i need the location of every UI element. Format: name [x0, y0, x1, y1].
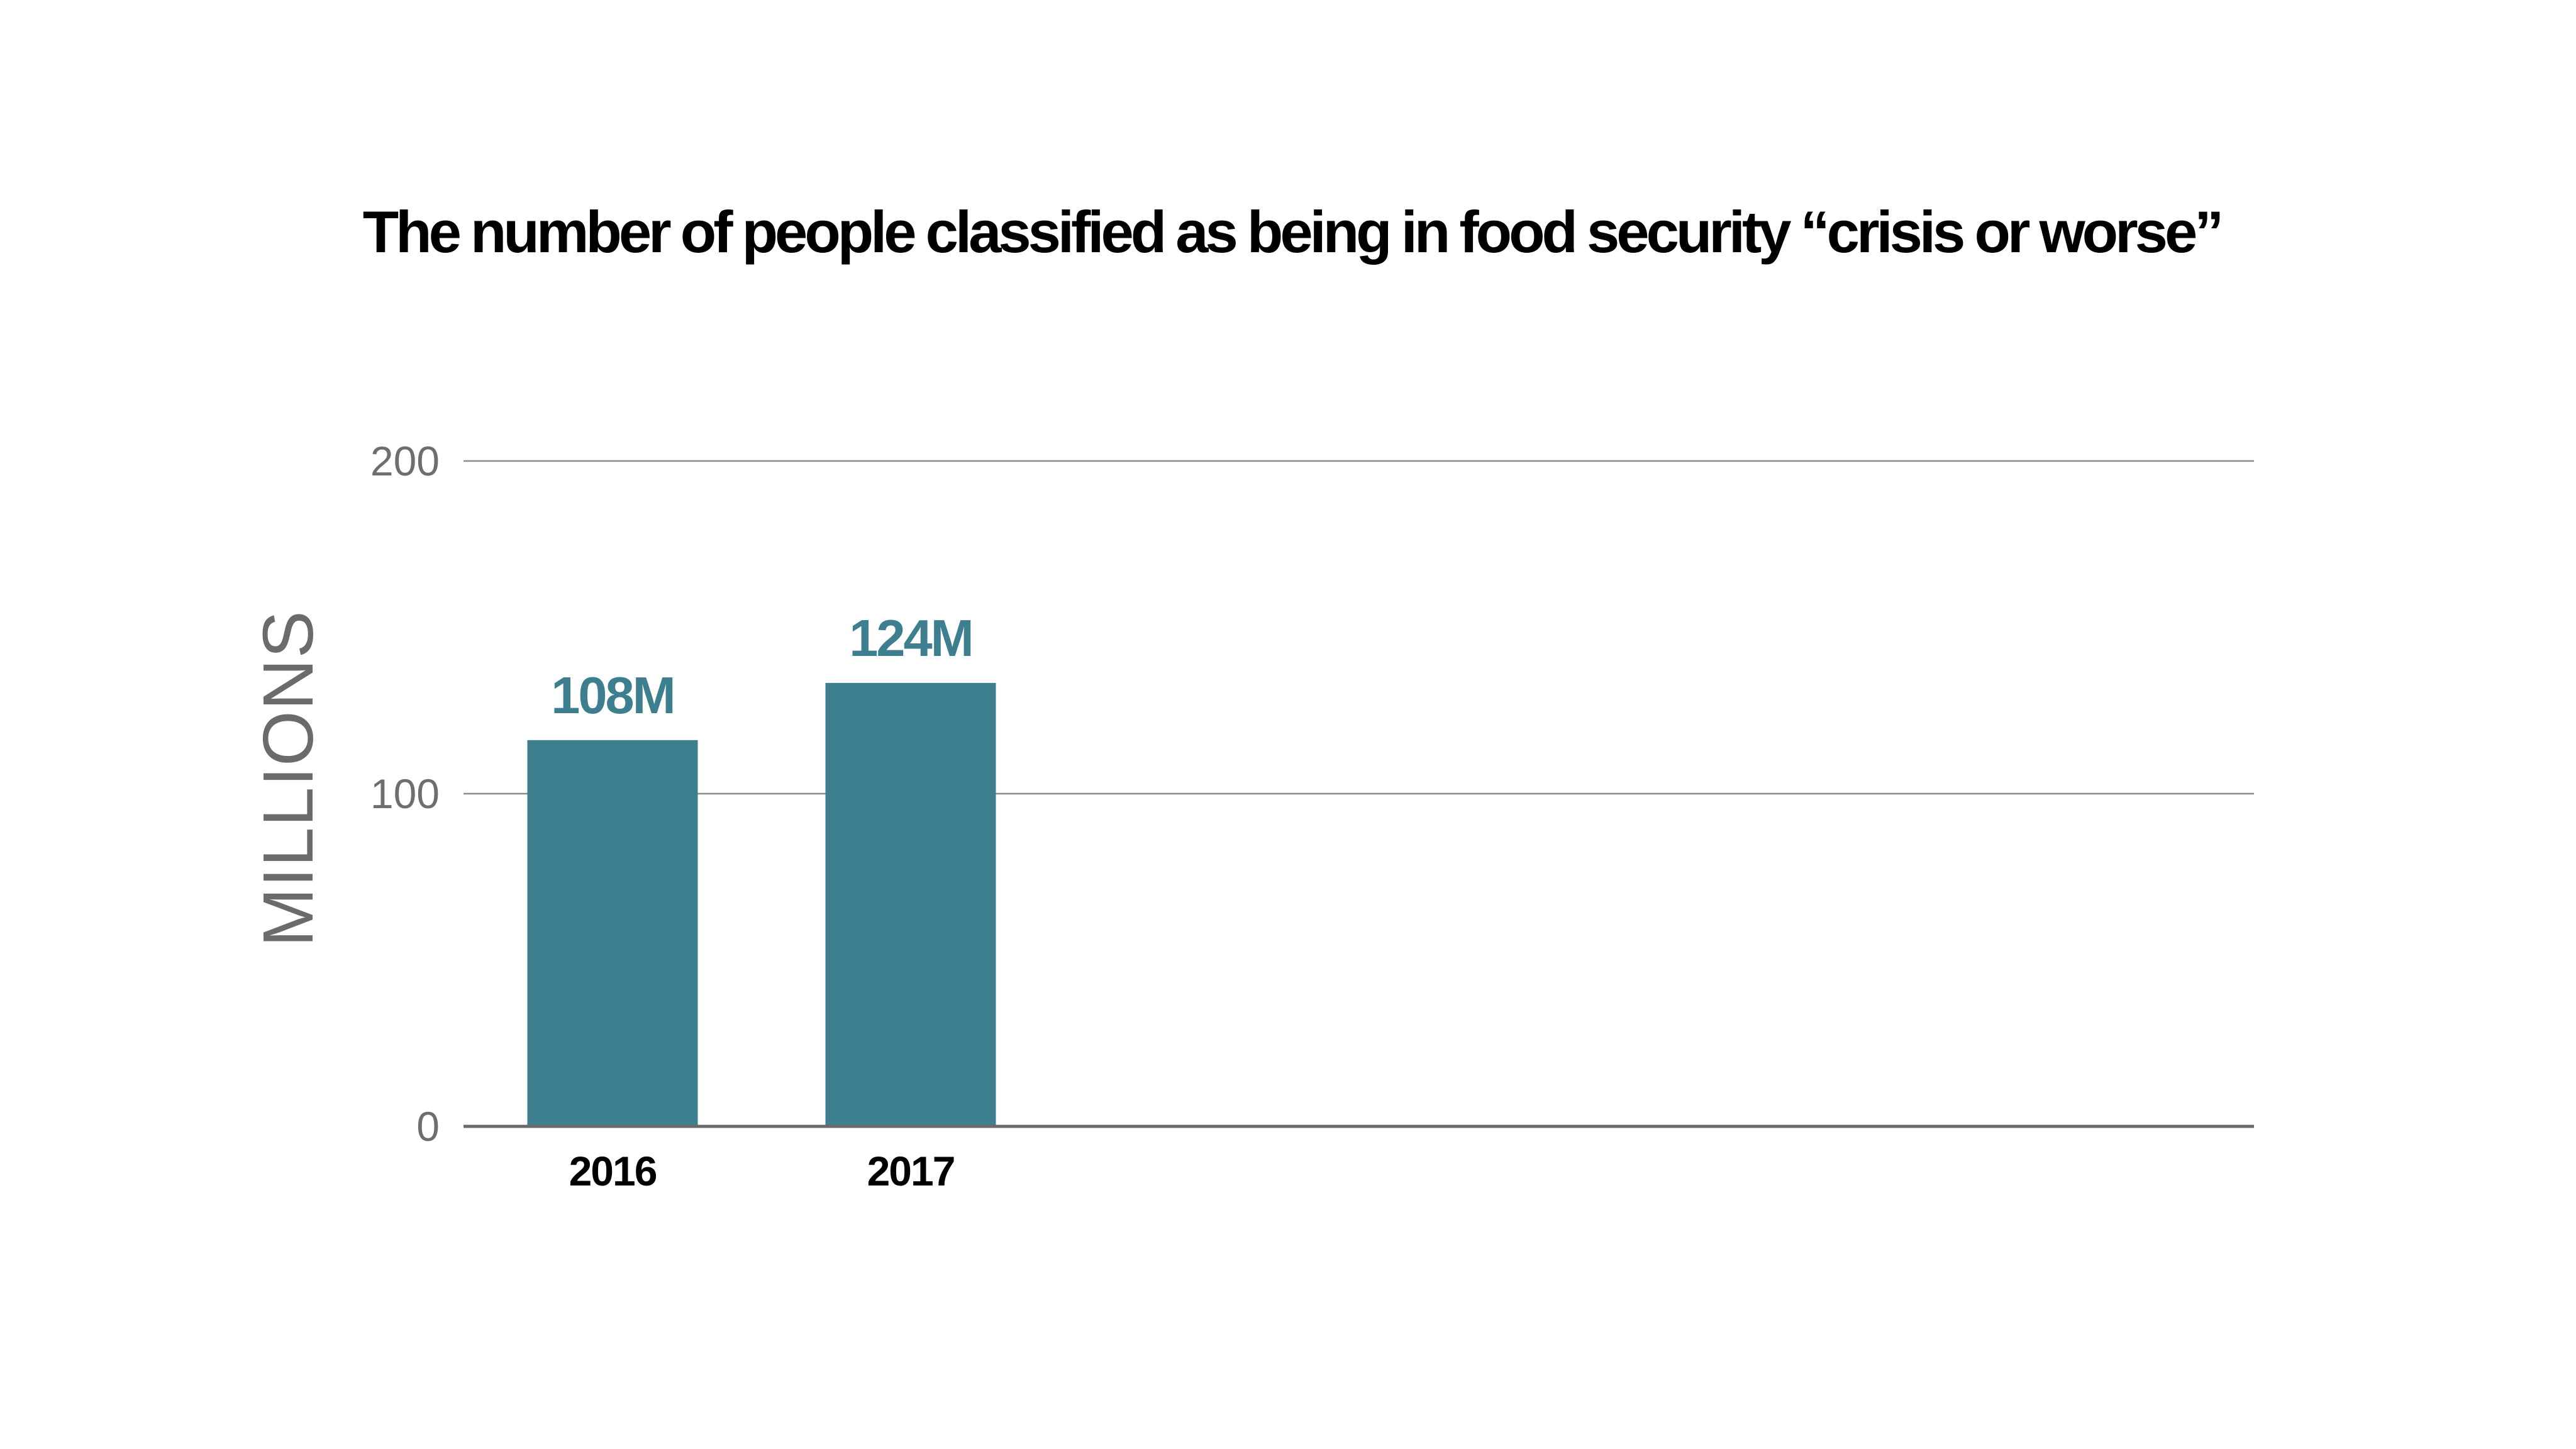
y-tick-labels: 0 100 200: [370, 438, 440, 1150]
data-labels: 108M 124M: [551, 609, 974, 724]
y-tick-label: 100: [370, 770, 440, 817]
x-tick-label: 2016: [569, 1148, 657, 1194]
bars: [527, 682, 996, 1126]
x-tick-labels: 2016 2017: [569, 1148, 956, 1194]
x-tick-label: 2017: [867, 1148, 955, 1194]
gridlines: [464, 460, 2254, 795]
data-label: 108M: [551, 666, 674, 724]
bar-2017: [825, 682, 996, 1126]
chart-title: The number of people classified as being…: [362, 199, 2224, 265]
y-axis-title: MILLIONS: [248, 610, 328, 947]
bar-2016: [527, 740, 698, 1126]
data-label: 124M: [849, 609, 972, 667]
y-tick-label: 200: [370, 438, 440, 484]
y-tick-label: 0: [416, 1103, 440, 1150]
